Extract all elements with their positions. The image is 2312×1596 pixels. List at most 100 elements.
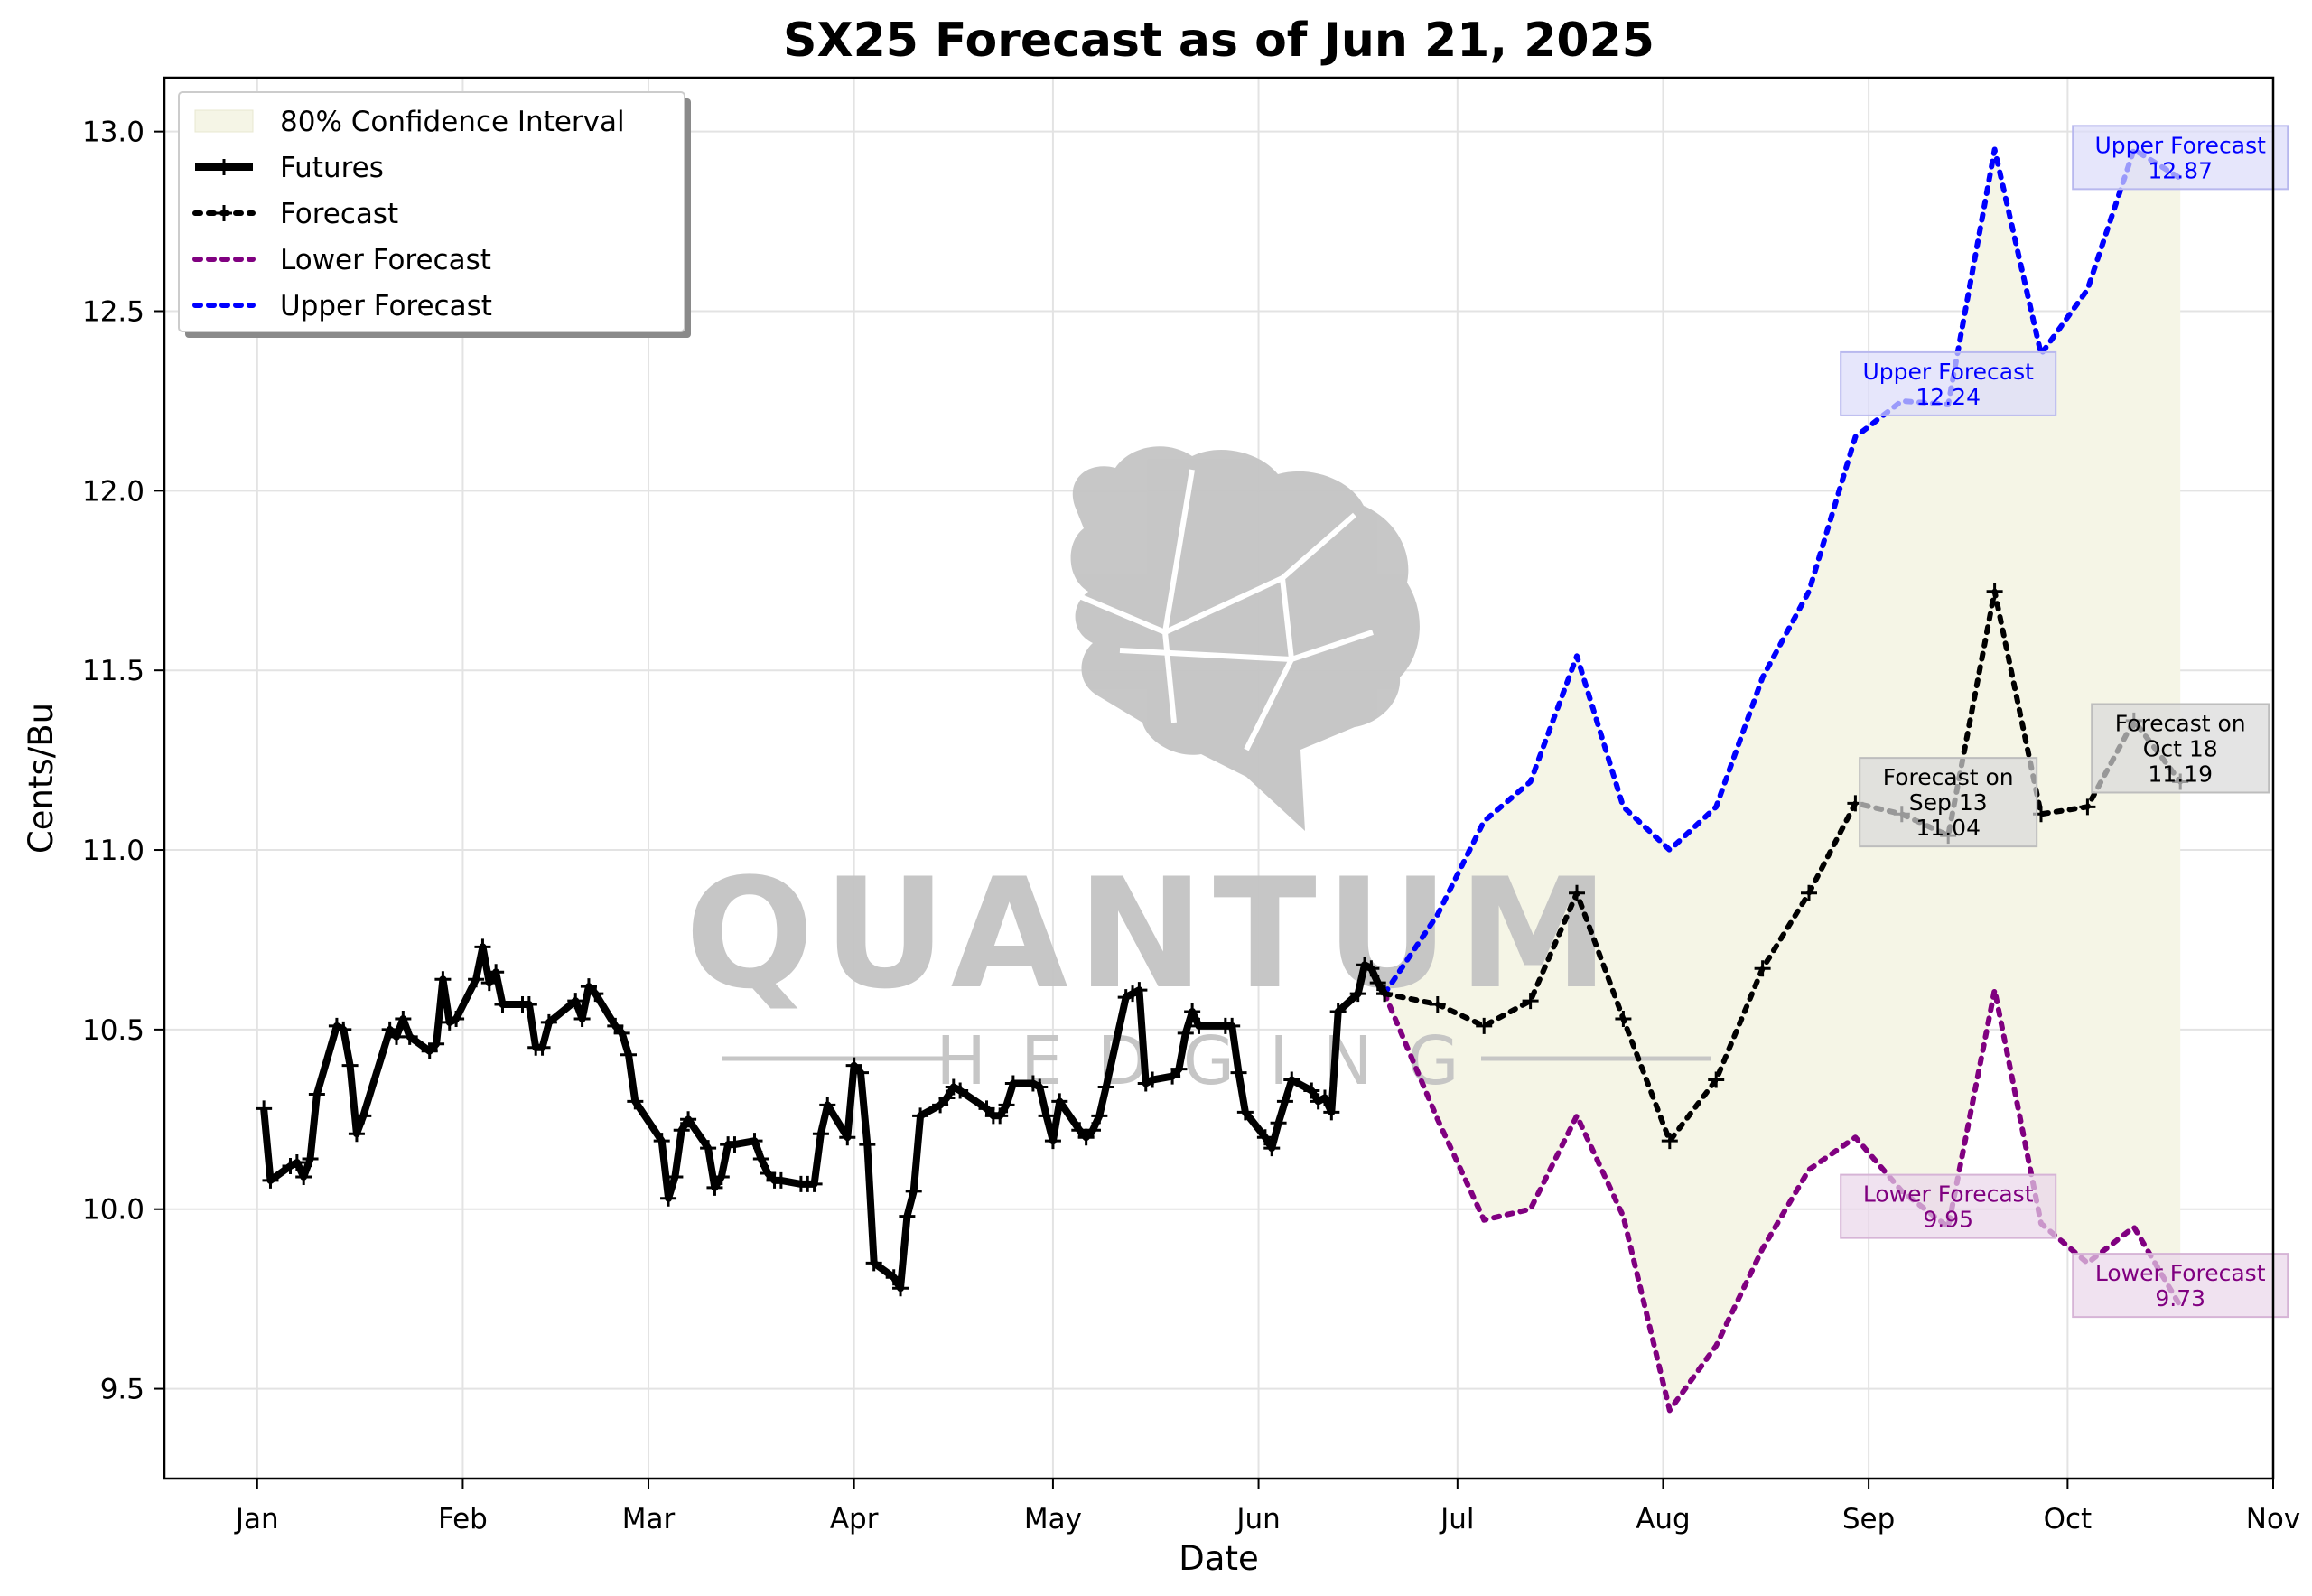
data-point-marker: [395, 1010, 412, 1027]
data-point-marker: [680, 1111, 697, 1128]
data-point-marker: [1044, 1133, 1061, 1150]
data-point-marker: [1091, 1107, 1108, 1125]
annotation-text: Upper Forecast: [1862, 359, 2034, 385]
x-tick-label: Oct: [2044, 1503, 2093, 1535]
x-tick-label: Jun: [1235, 1503, 1280, 1535]
data-point-marker: [613, 1024, 630, 1041]
brain-icon: [1070, 446, 1420, 831]
y-tick-label: 11.5: [82, 655, 144, 687]
data-point-marker: [480, 975, 498, 992]
data-point-marker: [1144, 1071, 1161, 1088]
data-point-marker: [587, 985, 604, 1003]
data-point-marker: [1329, 1003, 1347, 1020]
data-point-marker: [262, 1171, 279, 1189]
data-point-marker: [726, 1136, 743, 1153]
data-point-marker: [288, 1154, 305, 1171]
annotation-box: [2072, 1253, 2289, 1319]
y-tick-label: 11.0: [82, 835, 144, 867]
data-point-marker: [1349, 985, 1366, 1003]
data-point-marker: [667, 1168, 684, 1185]
data-point-marker: [1615, 1010, 1632, 1027]
plot-frame: [163, 76, 2275, 1480]
annotation-box: [1859, 757, 2038, 848]
data-point-marker: [295, 1168, 312, 1185]
data-point-marker: [653, 1133, 670, 1150]
annotation-text: Upper Forecast: [2094, 132, 2266, 158]
data-point-marker: [256, 1100, 273, 1117]
watermark-tagline: HEDGING: [936, 1022, 1493, 1100]
data-point-marker: [1376, 985, 1394, 1003]
data-point-marker: [1323, 1104, 1340, 1121]
data-point-marker: [1708, 1071, 1725, 1088]
data-point-marker: [1276, 1093, 1293, 1110]
data-point-marker: [355, 1107, 372, 1125]
data-point-marker: [1522, 993, 1539, 1010]
annotation-text: 9.73: [2155, 1285, 2205, 1311]
data-point-marker: [2079, 798, 2096, 816]
data-point-marker: [1429, 996, 1446, 1013]
data-point-marker: [812, 1125, 829, 1143]
data-point-marker: [706, 1179, 723, 1196]
data-point-marker: [1270, 1115, 1287, 1132]
data-point-marker: [1801, 884, 1818, 901]
upper-forecast-line: [1382, 146, 2184, 997]
data-point-marker: [1177, 1024, 1194, 1041]
data-point-marker: [302, 1151, 319, 1168]
annotation-text: 11.04: [1916, 815, 1981, 841]
x-tick-label: Mar: [622, 1503, 676, 1535]
data-point-marker: [806, 1175, 823, 1192]
data-point-marker: [912, 1107, 929, 1125]
data-point-marker: [1004, 1075, 1021, 1092]
data-point-marker: [1031, 1078, 1049, 1096]
data-point-marker: [474, 938, 491, 956]
data-point-marker: [713, 1168, 730, 1185]
annotation-text: 9.95: [1923, 1207, 1973, 1233]
data-point-marker: [627, 1093, 644, 1110]
annotation-box: [1840, 1173, 2057, 1239]
annotation-text: Lower Forecast: [2095, 1260, 2266, 1286]
data-point-marker: [1569, 884, 1586, 901]
data-point-marker: [1263, 1140, 1281, 1157]
data-point-marker: [434, 971, 452, 988]
data-point-marker: [772, 1171, 789, 1189]
data-point-marker: [1184, 1003, 1201, 1020]
data-point-marker: [534, 1039, 551, 1056]
legend: 80% Confidence Interval Futures Forecast Lo…: [178, 91, 691, 338]
data-point-marker: [1256, 1129, 1273, 1146]
data-point-marker: [468, 971, 485, 988]
y-tick-label: 12.0: [82, 475, 144, 508]
annotation-text: Forecast on: [1883, 764, 2014, 790]
x-axis-label: Date: [1179, 1539, 1258, 1578]
data-point-marker: [1170, 1060, 1188, 1078]
data-point-marker: [952, 1082, 969, 1099]
data-point-marker: [700, 1140, 717, 1157]
data-point-marker: [660, 1190, 677, 1207]
legend-label: Futures: [280, 152, 384, 184]
data-point-marker: [746, 1133, 763, 1150]
y-axis: 9.5 10.0 10.5 11.0 11.5 12.0 12.5 13.0: [82, 117, 164, 1406]
data-point-marker: [1476, 1017, 1493, 1034]
brain-network-line: [1163, 575, 1284, 635]
data-point-marker: [567, 993, 584, 1010]
data-point-marker: [839, 1129, 856, 1146]
data-point-marker: [1038, 1107, 1055, 1125]
data-point-marker: [308, 1086, 325, 1103]
annotation-box: [2072, 125, 2289, 191]
data-point-marker: [1316, 1089, 1333, 1106]
data-point-marker: [1097, 1078, 1114, 1096]
x-axis: Jan Feb Mar Apr May Jun Jul Aug Sep Oct Nov: [234, 1479, 2300, 1535]
annotation-text: 12.24: [1916, 384, 1981, 410]
annotation-box: [2091, 703, 2270, 794]
data-point-marker: [348, 1125, 365, 1143]
annotation-text: 12.87: [2148, 157, 2213, 183]
data-point-marker: [341, 1057, 359, 1074]
legend-swatch-ci: [194, 109, 254, 133]
y-tick-label: 12.5: [82, 296, 144, 329]
